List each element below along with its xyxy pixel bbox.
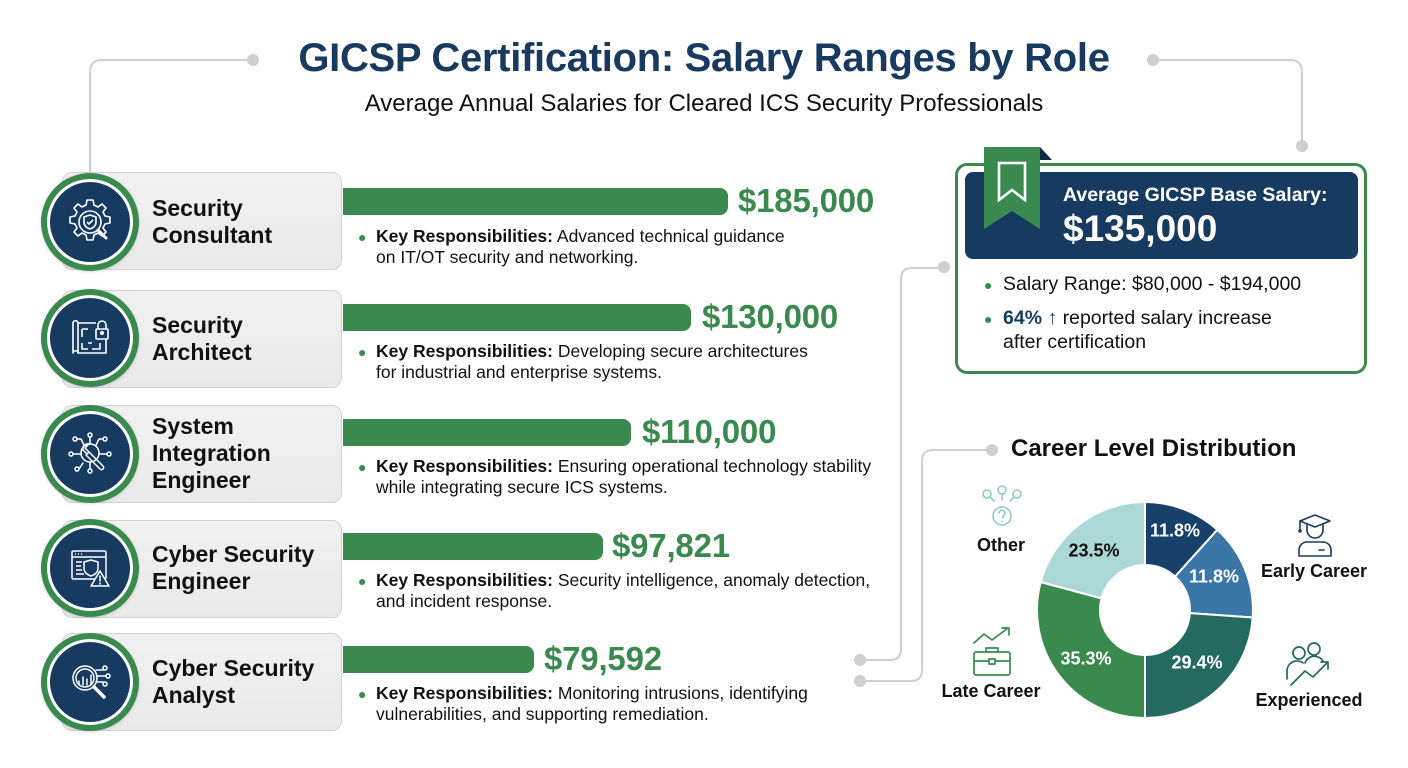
graduate-icon [1298,514,1332,557]
role-name: Security Consultant [152,195,273,248]
salary-range-text: ● Salary Range: $80,000 - $194,000 [984,273,1302,295]
bullet-icon: ● [358,686,367,702]
segment-label: 11.8% [1149,520,1201,541]
summary-value: $135,000 [1063,208,1218,249]
salary-bar [343,188,728,215]
briefcase-growth-icon [973,627,1011,676]
legend-early-career: Early Career [1260,561,1368,581]
salary-value: $110,000 [642,413,777,450]
responsibilities: ● Key Responsibilities: Ensuring operatio… [358,456,872,497]
bookmark-ribbon-icon [984,147,1052,229]
bullet-icon: ● [984,277,993,293]
summary-label: Average GICSP Base Salary: [1063,184,1328,206]
salary-bar [343,533,603,560]
salary-value: $130,000 [702,298,839,335]
segment-label: 23.5% [1068,540,1120,561]
responsibilities: ● Key Responsibilities: Monitoring intrus… [358,683,808,724]
question-icon [982,485,1022,526]
responsibilities: ● Key Responsibilities: Security intellig… [358,570,871,611]
salary-value: $97,821 [612,527,730,564]
window-shield-warning-icon [41,519,139,617]
salary-increase-text: ● 64% ↑ reported salary increase after ce… [984,307,1272,353]
salary-bar [343,646,534,673]
responsibilities: ● Key Responsibilities: Developing secure… [358,341,808,382]
gear-shield-search-icon [41,173,139,271]
magnifier-chart-icon [41,633,139,731]
segment-label: 11.8% [1188,566,1240,587]
career-donut-chart [1036,500,1254,720]
segment-label: 35.3% [1060,648,1112,669]
responsibilities: ● Key Responsibilities: Advanced technica… [358,226,785,267]
bullet-icon: ● [358,459,367,475]
salary-value: $79,592 [544,640,662,677]
segment-label: 29.4% [1171,652,1223,673]
segment-experienced [1144,612,1254,720]
bullet-icon: ● [358,229,367,245]
bullet-icon: ● [358,344,367,360]
page-title: GICSP Certification: Salary Ranges by Ro… [298,36,1110,80]
salary-bar [343,419,631,446]
role-name: System Integration Engineer [152,413,271,493]
salary-bar [343,304,691,331]
page-subtitle: Average Annual Salaries for Cleared ICS … [364,90,1044,117]
bullet-icon: ● [358,573,367,589]
role-name: Cyber Security Analyst [152,655,315,708]
increase-percent: 64% ↑ [1003,307,1058,329]
segment-late-career [1036,580,1146,720]
blueprint-lock-icon [41,289,139,387]
bullet-icon: ● [984,311,993,327]
legend-other: Other [976,535,1026,555]
network-wrench-icon [41,405,139,503]
segment-other [1039,500,1146,600]
role-name: Security Architect [152,312,252,365]
role-name: Cyber Security Engineer [152,541,315,594]
people-growth-icon [1286,642,1329,686]
legend-late-career: Late Career [941,681,1041,701]
legend-experienced: Experienced [1255,690,1363,710]
distribution-title: Career Level Distribution [1011,435,1297,462]
salary-value: $185,000 [738,182,875,219]
